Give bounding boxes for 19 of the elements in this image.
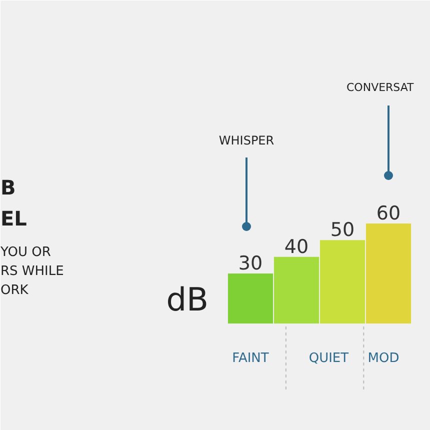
data-label: 40 [284, 236, 309, 258]
text: B [0, 176, 16, 200]
bar [366, 224, 412, 324]
data-label: 30 [238, 252, 263, 274]
text: ORK [0, 283, 29, 298]
text: RS WHILE [0, 264, 64, 279]
bar [228, 274, 274, 324]
bar [274, 256, 320, 324]
text: MOD [368, 351, 400, 366]
text: QUIET [308, 351, 349, 366]
bar [320, 240, 366, 324]
text: WHISPER [218, 134, 274, 148]
data-label: 60 [376, 202, 401, 224]
text: CONVERSAT [346, 81, 414, 94]
data-label: 50 [330, 219, 355, 242]
text: YOU OR [0, 245, 51, 260]
text: EL [0, 206, 28, 230]
y-axis-title: dB [166, 280, 208, 318]
text: FAINT [232, 351, 269, 366]
